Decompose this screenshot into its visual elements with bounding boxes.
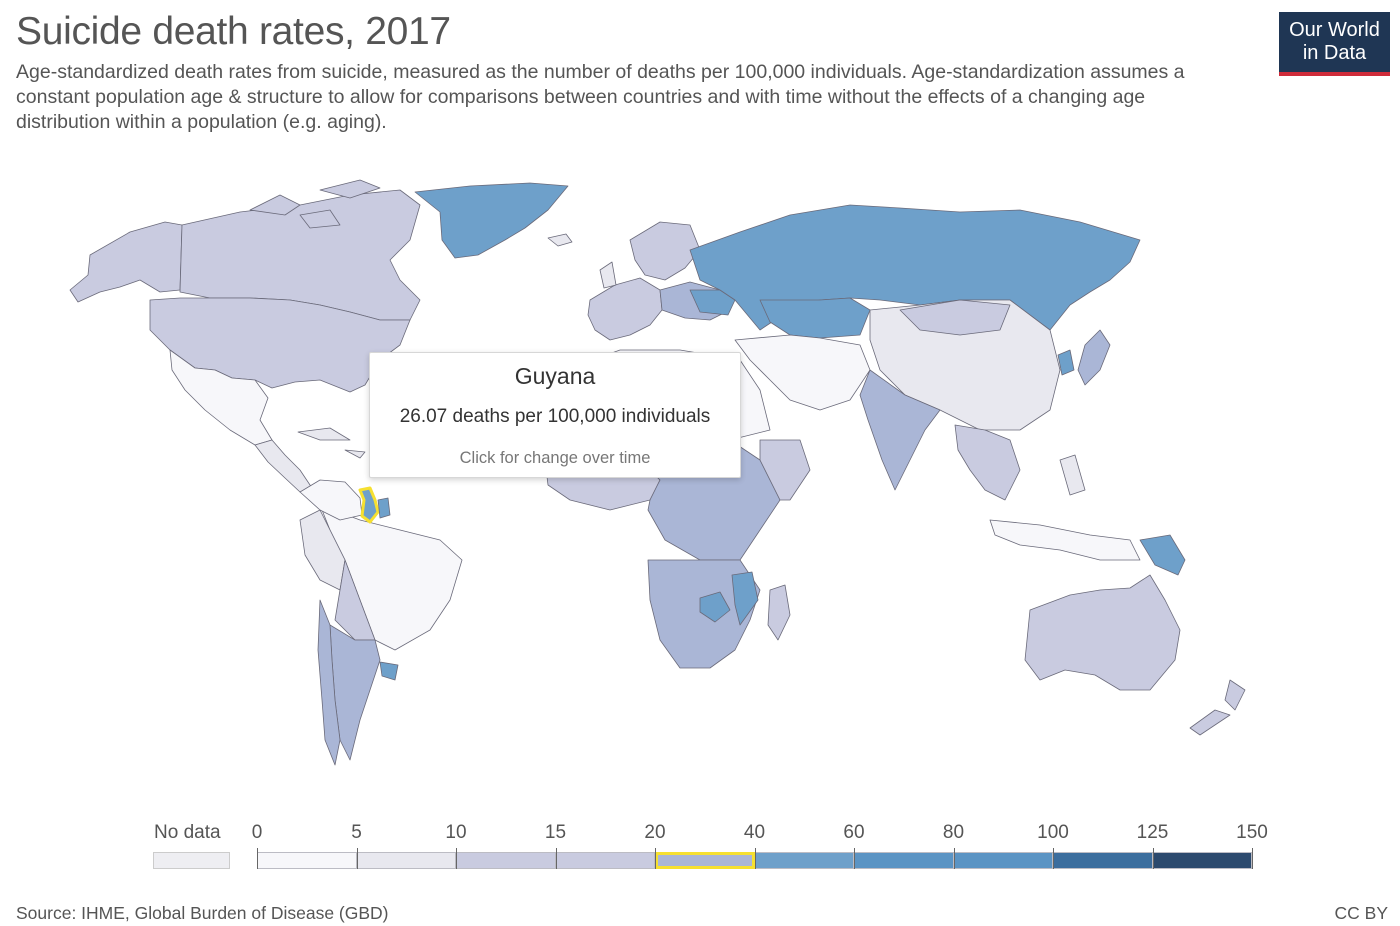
legend-bin-20-40[interactable] bbox=[655, 852, 755, 869]
country-ukraine[interactable] bbox=[689, 289, 736, 316]
legend-tick-label: 10 bbox=[445, 822, 467, 843]
legend-bin-10-15[interactable] bbox=[456, 852, 556, 869]
legend-tick-mark bbox=[257, 848, 258, 869]
legend-tick-mark bbox=[655, 848, 656, 869]
region-middle-east[interactable] bbox=[734, 334, 871, 411]
country-alaska[interactable] bbox=[69, 221, 183, 303]
legend-tick-label: 15 bbox=[544, 822, 567, 843]
legend-bin-5-10[interactable] bbox=[356, 852, 456, 869]
legend-tick-mark bbox=[1152, 848, 1154, 869]
country-japan[interactable] bbox=[1077, 329, 1111, 386]
country-guyana[interactable] bbox=[358, 486, 380, 524]
country-uk[interactable] bbox=[599, 261, 617, 289]
legend-tick-mark bbox=[754, 848, 756, 869]
country-chile[interactable] bbox=[317, 599, 341, 766]
legend-tick-label: 40 bbox=[743, 822, 766, 843]
legend-tick-mark bbox=[456, 848, 457, 869]
country-china[interactable] bbox=[869, 299, 1061, 431]
country-mongolia[interactable] bbox=[899, 299, 1011, 336]
tooltip-value: 26.07 deaths per 100,000 individuals bbox=[399, 406, 711, 427]
legend-no-data-swatch[interactable] bbox=[153, 852, 230, 869]
country-korea[interactable] bbox=[1057, 349, 1075, 376]
legend-bin-15-20[interactable] bbox=[555, 852, 655, 869]
central-america[interactable] bbox=[254, 439, 313, 493]
logo-line-2: in Data bbox=[1302, 42, 1367, 64]
logo-line-1: Our World bbox=[1289, 19, 1380, 41]
owid-logo[interactable]: Our World in Data bbox=[1279, 12, 1390, 76]
legend-tick-mark bbox=[356, 848, 358, 869]
legend-bin-100-125[interactable] bbox=[1053, 852, 1153, 869]
region-southeast-asia[interactable] bbox=[954, 424, 1021, 501]
legend-tick-label: 100 bbox=[1037, 822, 1069, 843]
legend-tick-mark bbox=[555, 848, 557, 869]
country-russia[interactable] bbox=[689, 204, 1141, 331]
chart-title: Suicide death rates, 2017 bbox=[16, 10, 451, 53]
legend-bin-40-60[interactable] bbox=[754, 852, 854, 869]
license-label[interactable]: CC BY bbox=[1334, 903, 1388, 923]
region-europe-west[interactable] bbox=[587, 277, 663, 341]
legend-tick-label: 125 bbox=[1136, 822, 1169, 843]
country-suriname[interactable] bbox=[377, 497, 391, 519]
country-philippines[interactable] bbox=[1059, 454, 1086, 496]
legend-tick-mark bbox=[854, 848, 855, 869]
tooltip-country: Guyana bbox=[514, 363, 596, 389]
world-map[interactable] bbox=[0, 150, 1400, 810]
legend-tick-label: 60 bbox=[843, 822, 865, 843]
tooltip-hint: Click for change over time bbox=[459, 449, 651, 467]
country-iceland[interactable] bbox=[547, 233, 573, 247]
legend-no-data-label: No data bbox=[154, 822, 221, 843]
country-india[interactable] bbox=[859, 369, 941, 491]
country-kazakhstan[interactable] bbox=[759, 297, 871, 339]
legend-bin-125-150[interactable] bbox=[1152, 852, 1252, 869]
legend-tick-label: 20 bbox=[644, 822, 666, 843]
country-mexico[interactable] bbox=[169, 349, 273, 446]
country-greenland[interactable] bbox=[414, 182, 569, 259]
legend-bin-60-80[interactable] bbox=[854, 852, 954, 869]
legend-tick-mark bbox=[1252, 848, 1253, 869]
map-tooltip: Guyana 26.07 deaths per 100,000 individu… bbox=[369, 352, 741, 478]
country-colombia-venezuela[interactable] bbox=[299, 479, 363, 521]
legend-tick-label: 80 bbox=[942, 822, 965, 843]
legend-bin-80-100[interactable] bbox=[953, 852, 1053, 869]
legend-tick-label: 5 bbox=[351, 822, 362, 843]
country-new-zealand[interactable] bbox=[1189, 679, 1246, 736]
country-uruguay[interactable] bbox=[379, 661, 399, 681]
source-note[interactable]: Source: IHME, Global Burden of Disease (… bbox=[16, 903, 389, 923]
legend-tick-label: 150 bbox=[1236, 822, 1268, 843]
country-zimbabwe[interactable] bbox=[699, 591, 731, 623]
legend-tick-label: 0 bbox=[251, 822, 263, 843]
legend-tick-mark bbox=[953, 848, 955, 869]
canadian-arctic-islands[interactable] bbox=[249, 179, 381, 229]
country-scandinavia[interactable] bbox=[629, 221, 701, 281]
country-papua-new-guinea[interactable] bbox=[1139, 534, 1186, 576]
country-australia[interactable] bbox=[1024, 574, 1181, 691]
chart-subtitle: Age-standardized death rates from suicid… bbox=[16, 61, 1185, 133]
country-mozambique[interactable] bbox=[731, 571, 759, 626]
caribbean-islands[interactable] bbox=[297, 427, 366, 459]
region-east-africa[interactable] bbox=[759, 439, 811, 501]
legend-bin-0-5[interactable] bbox=[257, 852, 357, 869]
legend-tick-mark bbox=[1053, 848, 1054, 869]
country-indonesia[interactable] bbox=[989, 519, 1141, 561]
country-madagascar[interactable] bbox=[767, 584, 791, 641]
